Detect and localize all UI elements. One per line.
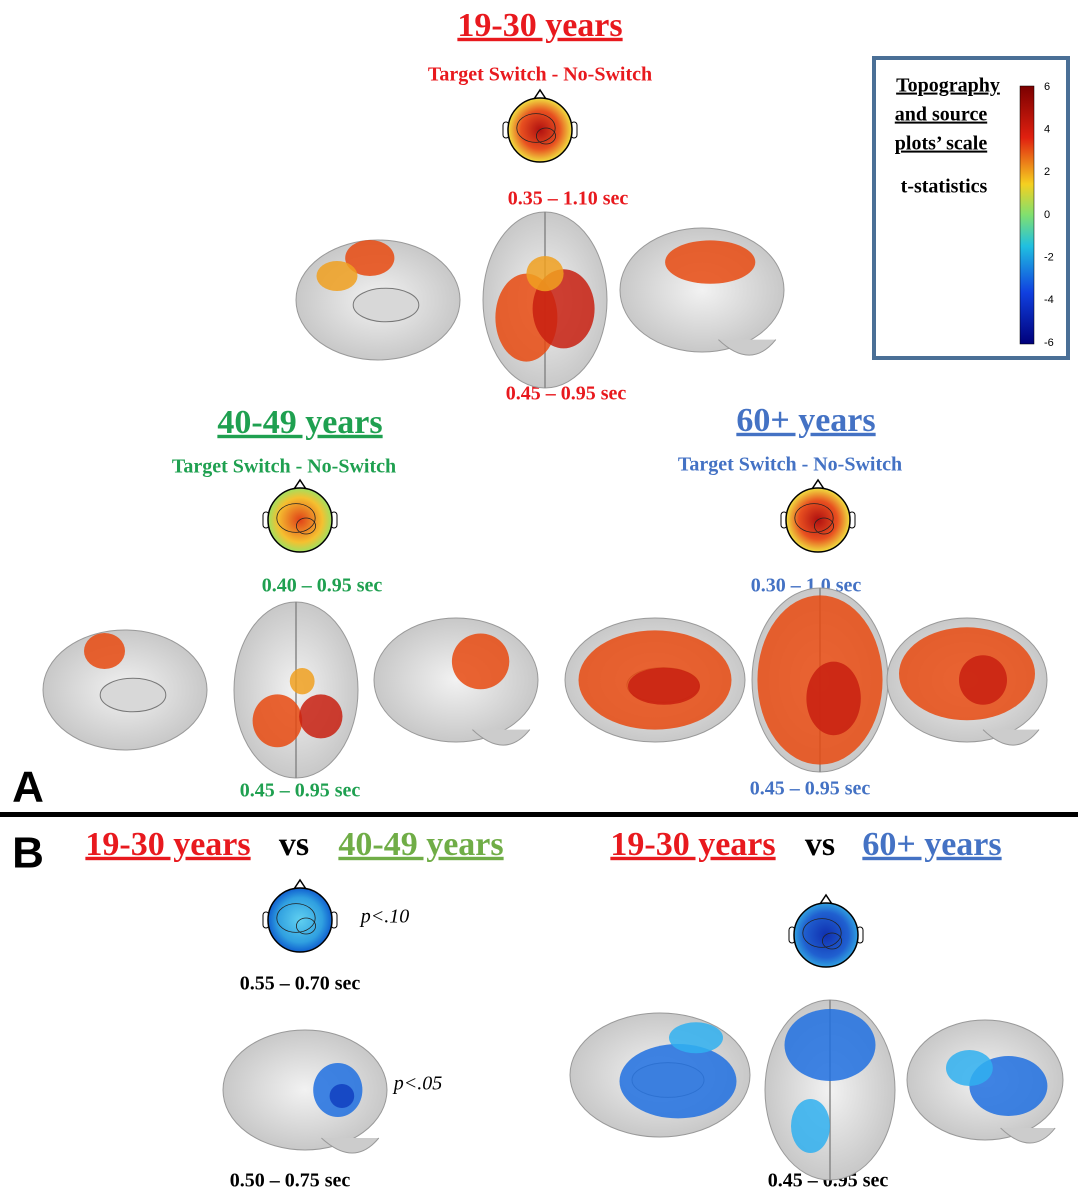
activation [669, 1022, 723, 1053]
cerebellum [321, 1138, 378, 1153]
legend-title: plots’ scale [895, 133, 988, 155]
legend-title: and source [895, 104, 988, 126]
colorbar [1020, 86, 1034, 344]
time-window: 0.45 – 0.95 sec [240, 780, 361, 802]
panel-label: B [12, 829, 44, 878]
activation [959, 655, 1007, 705]
p-value: p<.10 [359, 906, 410, 928]
cerebellum [472, 730, 529, 746]
time-window: 0.35 – 1.10 sec [508, 188, 629, 210]
colorbar-tick: -2 [1044, 252, 1054, 264]
group-title: 60+ years [736, 402, 875, 439]
activation [84, 633, 125, 669]
group-title: 19-30 years [610, 826, 775, 863]
time-window: 0.45 – 0.95 sec [750, 778, 871, 800]
activation [317, 261, 358, 291]
contrast-label: Target Switch - No-Switch [678, 454, 902, 476]
corpus [353, 288, 419, 322]
brain [374, 618, 538, 742]
cerebellum [1001, 1128, 1056, 1143]
activation [299, 694, 342, 738]
panel-label: A [12, 763, 44, 812]
vs-label: vs [279, 826, 309, 863]
activation [290, 668, 315, 694]
cerebellum [718, 340, 775, 356]
brain [223, 1030, 387, 1150]
contrast-label: Target Switch - No-Switch [172, 456, 396, 478]
activation [806, 662, 860, 736]
group-title: 40-49 years [338, 826, 503, 863]
colorbar-tick: 6 [1044, 81, 1050, 93]
colorbar-tick: -6 [1044, 337, 1054, 349]
activation [665, 240, 755, 283]
colorbar-tick: 4 [1044, 124, 1050, 136]
colorbar-tick: 0 [1044, 209, 1050, 221]
activation [791, 1099, 830, 1153]
time-window: 0.45 – 0.95 sec [506, 383, 627, 405]
activation [946, 1050, 993, 1086]
group-title: 19-30 years [85, 826, 250, 863]
activation [628, 668, 700, 705]
activation [526, 256, 563, 291]
divider [0, 812, 1078, 817]
legend-title: Topography [896, 75, 1000, 97]
time-window: 0.55 – 0.70 sec [240, 973, 361, 995]
vs-label: vs [805, 826, 835, 863]
time-window: 0.50 – 0.75 sec [230, 1170, 351, 1192]
activation [330, 1084, 355, 1108]
contrast-label: Target Switch - No-Switch [428, 64, 652, 86]
group-title: 60+ years [862, 826, 1001, 863]
group-title: 40-49 years [217, 404, 382, 441]
corpus [100, 678, 166, 712]
p-value: p<.05 [392, 1073, 443, 1095]
activation [620, 1044, 737, 1118]
activation [785, 1009, 876, 1081]
colorbar-tick: -4 [1044, 294, 1054, 306]
cerebellum [983, 730, 1039, 746]
group-title: 19-30 years [457, 7, 622, 44]
activation [452, 634, 509, 690]
figure: 19-30 years Target Switch - No-Switch 0.… [0, 0, 1078, 1192]
legend-stat: t-statistics [901, 176, 988, 198]
activation [253, 694, 303, 747]
time-window: 0.40 – 0.95 sec [262, 575, 383, 597]
colorbar-tick: 2 [1044, 166, 1050, 178]
